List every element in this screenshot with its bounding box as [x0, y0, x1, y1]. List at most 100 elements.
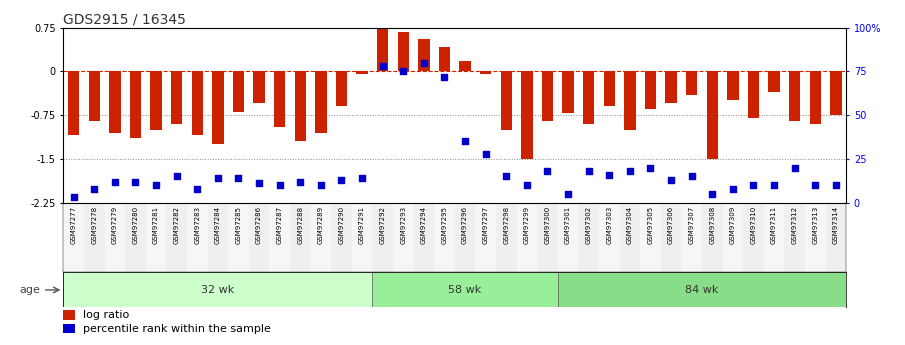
Bar	[789, 71, 800, 121]
Bar	[274, 71, 285, 127]
Point	[252, 180, 266, 186]
Bar	[722, 203, 743, 273]
Bar	[171, 71, 182, 124]
Bar	[233, 71, 244, 112]
Point	[66, 195, 81, 200]
Bar	[728, 71, 738, 100]
Point	[355, 175, 369, 181]
Point	[437, 74, 452, 79]
Point	[726, 186, 740, 191]
Point	[334, 177, 348, 183]
Bar	[620, 203, 640, 273]
Bar	[418, 39, 430, 71]
Point	[643, 165, 658, 170]
Bar	[743, 203, 764, 273]
Text: GSM97301: GSM97301	[565, 206, 571, 244]
Text: GSM97283: GSM97283	[195, 206, 200, 244]
Bar	[644, 71, 656, 109]
Bar	[207, 203, 228, 273]
Point	[540, 168, 555, 174]
Bar	[89, 71, 100, 121]
Text: GSM97289: GSM97289	[318, 206, 324, 244]
Bar	[583, 71, 595, 124]
Bar	[562, 71, 574, 113]
Text: GSM97280: GSM97280	[132, 206, 138, 244]
Bar	[253, 71, 265, 104]
Bar	[192, 71, 203, 136]
Text: 32 wk: 32 wk	[201, 285, 234, 295]
Bar	[63, 203, 84, 273]
Bar	[538, 203, 557, 273]
Bar	[439, 47, 450, 71]
Bar	[249, 203, 270, 273]
Bar	[167, 203, 187, 273]
Text: GSM97288: GSM97288	[297, 206, 303, 244]
Text: GSM97308: GSM97308	[710, 206, 715, 244]
Text: GSM97277: GSM97277	[71, 206, 77, 244]
Bar	[270, 203, 290, 273]
Point	[664, 177, 679, 183]
Bar	[372, 273, 557, 307]
Bar	[310, 203, 331, 273]
Text: GDS2915 / 16345: GDS2915 / 16345	[63, 12, 186, 27]
Bar	[496, 203, 517, 273]
Point	[272, 182, 287, 188]
Text: GSM97290: GSM97290	[338, 206, 345, 244]
Text: GSM97285: GSM97285	[235, 206, 242, 244]
Text: GSM97287: GSM97287	[277, 206, 282, 244]
Text: GSM97278: GSM97278	[91, 206, 97, 244]
Point	[148, 182, 163, 188]
Text: 84 wk: 84 wk	[685, 285, 719, 295]
Text: GSM97293: GSM97293	[400, 206, 406, 244]
Bar	[290, 203, 310, 273]
Point	[684, 174, 699, 179]
Bar	[150, 71, 162, 130]
Bar	[455, 203, 475, 273]
Bar	[810, 71, 821, 124]
Bar	[702, 203, 722, 273]
Bar	[542, 71, 553, 121]
Text: GSM97297: GSM97297	[482, 206, 489, 244]
Bar	[830, 71, 842, 115]
Text: GSM97309: GSM97309	[729, 206, 736, 244]
Point	[396, 69, 411, 74]
Bar	[805, 203, 825, 273]
Text: GSM97300: GSM97300	[545, 206, 550, 244]
Text: GSM97281: GSM97281	[153, 206, 159, 244]
Bar	[357, 71, 367, 74]
Point	[479, 151, 493, 156]
Bar	[295, 71, 306, 141]
Bar	[475, 203, 496, 273]
Bar	[785, 203, 805, 273]
Point	[829, 182, 843, 188]
Point	[129, 179, 143, 184]
Bar	[331, 203, 352, 273]
Text: GSM97311: GSM97311	[771, 206, 777, 244]
Point	[705, 191, 719, 197]
Bar	[661, 203, 681, 273]
Text: percentile rank within the sample: percentile rank within the sample	[83, 324, 271, 334]
Bar	[825, 203, 846, 273]
Point	[519, 182, 534, 188]
Point	[108, 179, 122, 184]
Bar	[681, 203, 702, 273]
Text: GSM97284: GSM97284	[214, 206, 221, 244]
Point	[602, 172, 616, 177]
Point	[561, 191, 576, 197]
Point	[581, 168, 595, 174]
Point	[87, 186, 101, 191]
Point	[808, 182, 823, 188]
Text: 58 wk: 58 wk	[449, 285, 481, 295]
Text: GSM97286: GSM97286	[256, 206, 262, 244]
Bar	[68, 71, 80, 136]
Bar	[63, 324, 75, 333]
Text: GSM97296: GSM97296	[462, 206, 468, 244]
Point	[767, 182, 781, 188]
Bar	[212, 71, 224, 144]
Bar	[414, 203, 434, 273]
Bar	[105, 203, 125, 273]
Bar	[517, 203, 538, 273]
Bar	[604, 71, 614, 106]
Bar	[665, 71, 677, 104]
Bar	[640, 203, 661, 273]
